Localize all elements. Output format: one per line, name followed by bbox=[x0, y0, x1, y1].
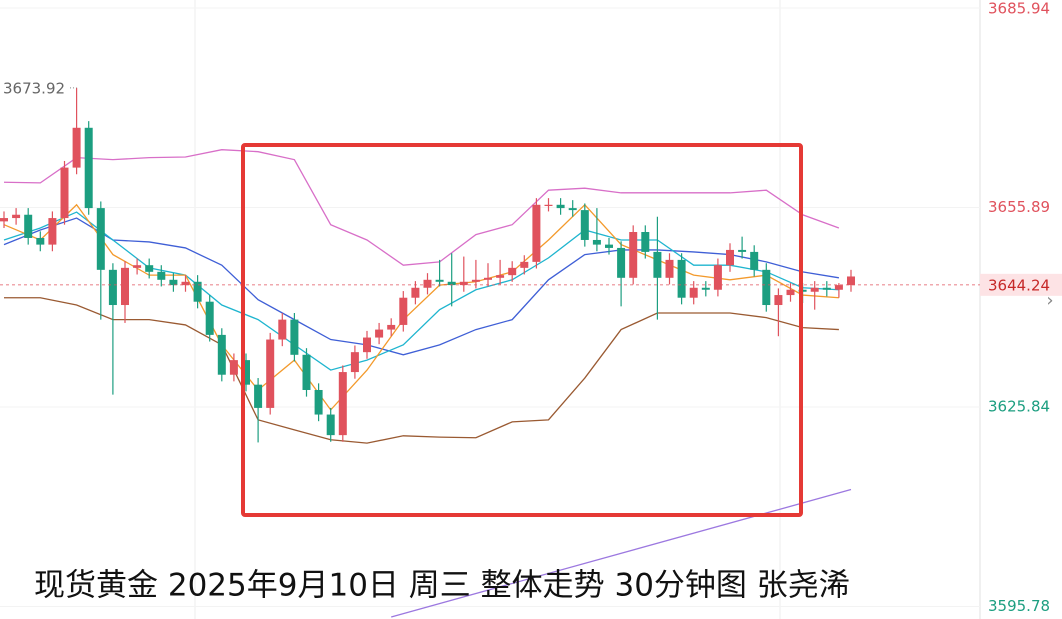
candle-body bbox=[568, 208, 577, 211]
candle-body bbox=[544, 204, 553, 206]
highlight-box bbox=[241, 143, 803, 517]
candle-body bbox=[471, 279, 480, 282]
y-tick-label: 3595.78 bbox=[988, 597, 1050, 615]
candle-body bbox=[121, 267, 129, 306]
y-tick-label: 3685.94 bbox=[988, 0, 1050, 18]
candle-body bbox=[205, 301, 214, 335]
candle-body bbox=[193, 281, 202, 302]
candle-body bbox=[108, 269, 117, 306]
candle-body bbox=[556, 204, 565, 209]
candle-body bbox=[701, 287, 710, 290]
indicator-line bbox=[3, 203, 839, 411]
candle-body bbox=[629, 232, 638, 278]
candle-body bbox=[145, 265, 154, 272]
candle-body bbox=[834, 285, 843, 290]
candle-body bbox=[387, 324, 396, 330]
indicator-line bbox=[4, 297, 839, 444]
max-label: 3673.92 bbox=[3, 79, 65, 97]
candle-body bbox=[520, 261, 529, 268]
candle-body bbox=[60, 167, 69, 219]
candle-body bbox=[48, 218, 57, 245]
candle-body bbox=[459, 281, 468, 286]
candle-body bbox=[0, 218, 8, 222]
candle-body bbox=[24, 214, 33, 238]
scroll-arrow[interactable]: › bbox=[1046, 290, 1053, 311]
indicator-line bbox=[3, 149, 840, 266]
candle-body bbox=[363, 337, 371, 353]
candle-body bbox=[810, 287, 819, 292]
candle-body bbox=[786, 289, 795, 296]
candle-body bbox=[84, 127, 93, 209]
candle-body bbox=[496, 275, 505, 278]
candle-body bbox=[242, 360, 250, 385]
candle-body bbox=[157, 271, 166, 280]
candle-body bbox=[532, 204, 541, 262]
candle-body bbox=[677, 259, 686, 298]
y-tick-label: 3655.89 bbox=[988, 198, 1050, 216]
candle-body bbox=[484, 277, 492, 280]
candle-body bbox=[302, 354, 311, 390]
candle-body bbox=[72, 127, 81, 168]
indicator-line bbox=[3, 211, 839, 371]
candle-body bbox=[641, 232, 650, 252]
candle-body bbox=[133, 265, 142, 268]
candle-body bbox=[278, 319, 287, 340]
candle-body bbox=[326, 414, 335, 436]
candle-body bbox=[726, 249, 734, 266]
candle-body bbox=[181, 281, 190, 286]
candle-body bbox=[447, 281, 456, 286]
candle-body bbox=[738, 249, 747, 252]
y-tick-label: 3625.84 bbox=[988, 397, 1050, 415]
candle-body bbox=[229, 360, 238, 375]
candle-body bbox=[217, 334, 226, 375]
candle-body bbox=[580, 210, 589, 240]
candle-body bbox=[665, 259, 674, 278]
last-price-label: 3644.24 bbox=[988, 276, 1050, 294]
candle-body bbox=[36, 237, 45, 245]
candle-body bbox=[411, 287, 420, 298]
candle-body bbox=[338, 372, 347, 436]
candle-body bbox=[12, 214, 21, 219]
candle-body bbox=[605, 244, 613, 248]
candle-body bbox=[96, 208, 105, 270]
candle-body bbox=[774, 295, 783, 306]
candle-body bbox=[617, 247, 626, 278]
candle-body bbox=[762, 269, 771, 306]
caption: 现货黄金 2025年9月10日 周三 整体走势 30分钟图 张尧浠 bbox=[34, 568, 850, 604]
indicator-line bbox=[3, 217, 840, 356]
candle-body bbox=[435, 279, 444, 282]
trend-line bbox=[391, 488, 852, 618]
candle-body bbox=[254, 384, 263, 408]
candle-body bbox=[689, 287, 698, 298]
last-price-box bbox=[980, 273, 1062, 296]
candle-body bbox=[653, 251, 662, 278]
candle-body bbox=[399, 297, 408, 325]
candle-body bbox=[847, 276, 855, 286]
candle-body bbox=[713, 265, 722, 290]
candle-body bbox=[266, 339, 275, 408]
candle-body bbox=[750, 251, 759, 270]
candle-body bbox=[169, 279, 178, 286]
candle-body bbox=[822, 287, 831, 290]
candle-body bbox=[508, 267, 517, 276]
candle-body bbox=[592, 239, 601, 245]
candle-body bbox=[375, 329, 384, 338]
candle-body bbox=[423, 279, 432, 288]
candle-body bbox=[290, 319, 299, 355]
candle-body bbox=[314, 389, 323, 415]
candle-body bbox=[350, 352, 359, 373]
